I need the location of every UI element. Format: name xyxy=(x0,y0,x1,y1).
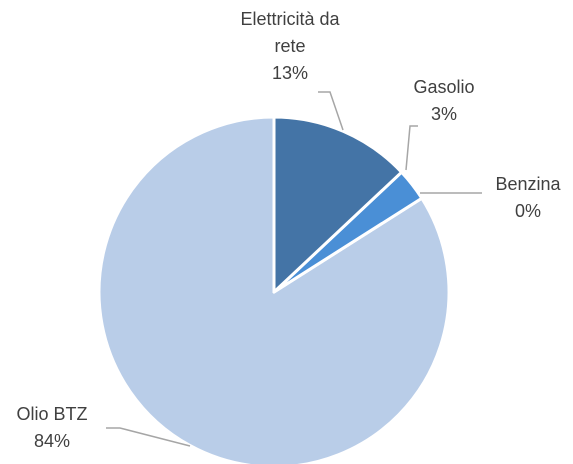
category-name: Benzina xyxy=(495,174,561,194)
pie-slice xyxy=(272,115,404,294)
leader-line xyxy=(405,125,418,171)
slice-label: Elettricità da rete 13% xyxy=(235,6,345,87)
slice-label: Olio BTZ 84% xyxy=(2,401,102,455)
value-label: 84% xyxy=(33,431,71,451)
value-label: 3% xyxy=(430,104,457,124)
slice-label: Benzina 0% xyxy=(478,171,573,225)
slice-label: Gasolio 3% xyxy=(399,74,489,128)
leader-line xyxy=(106,427,191,447)
leader-line xyxy=(318,91,344,131)
category-name: Gasolio xyxy=(413,77,475,97)
category-name: Olio BTZ xyxy=(16,404,88,424)
category-name: Elettricità da rete xyxy=(240,9,340,56)
value-label: 13% xyxy=(271,63,309,83)
value-label: 0% xyxy=(514,201,541,221)
